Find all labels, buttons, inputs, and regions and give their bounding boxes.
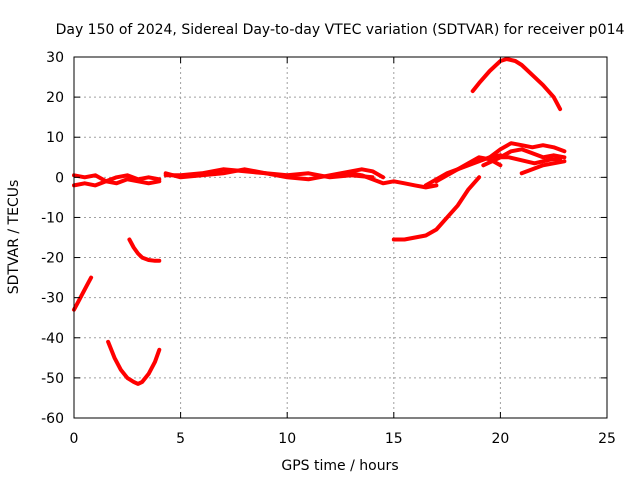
y-tick-label: -40 (41, 331, 64, 347)
y-tick-label: 0 (55, 170, 64, 186)
series-line-arc-12 (470, 57, 563, 112)
series-line-arc-3 (127, 237, 162, 263)
series-line-arc-2 (106, 339, 162, 386)
series-line-arc-1 (72, 275, 94, 312)
series-line-arc-15 (519, 159, 567, 176)
y-tick-label: -50 (41, 371, 64, 387)
series-line-arc-16 (481, 155, 563, 168)
x-tick-label: 0 (70, 431, 79, 447)
series-line-arc-11 (391, 175, 482, 242)
series-group (72, 57, 567, 386)
plot-frame (73, 56, 608, 419)
series-line-arc-13 (487, 141, 567, 160)
x-axis-label: GPS time / hours (281, 458, 398, 474)
y-axis-label: SDTVAR / TECUs (6, 180, 22, 295)
axis-ticks: 0 5 10 15 20 25 30 20 10 0 -10 -20 -30 -40 -50 -60 (41, 50, 616, 447)
x-tick-label: 5 (176, 431, 185, 447)
y-tick-label: -10 (41, 210, 64, 226)
x-tick-label: 20 (491, 431, 509, 447)
series-line-arc-8 (349, 171, 439, 190)
y-tick-label: 10 (46, 130, 64, 146)
chart-title: Day 150 of 2024, Sidereal Day-to-day VTE… (56, 22, 625, 38)
y-tick-label: -20 (41, 251, 64, 267)
series-line-arc-4 (72, 173, 162, 184)
series-line-arc-7 (163, 167, 375, 180)
series-line-arc-5 (72, 177, 162, 188)
series-line-arc-14 (498, 147, 567, 160)
y-tick-label: -30 (41, 291, 64, 307)
y-tick-label: 20 (46, 90, 64, 106)
x-tick-label: 25 (598, 431, 616, 447)
x-tick-label: 10 (278, 431, 296, 447)
x-tick-label: 15 (385, 431, 403, 447)
y-tick-label: -60 (41, 411, 64, 427)
y-tick-label: 30 (46, 50, 64, 66)
